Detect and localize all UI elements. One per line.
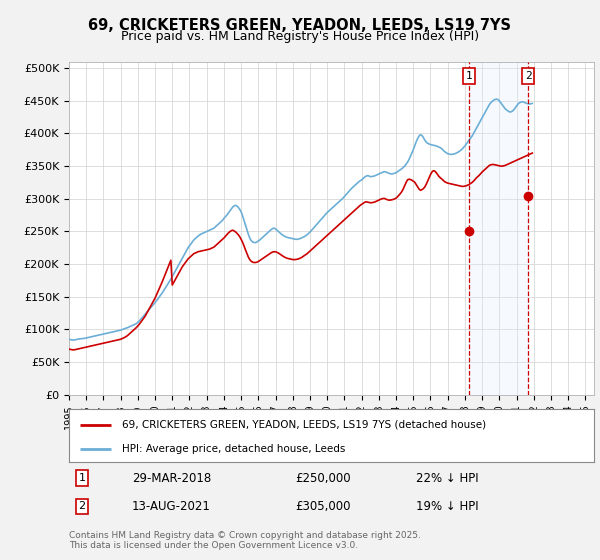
Text: Price paid vs. HM Land Registry's House Price Index (HPI): Price paid vs. HM Land Registry's House … [121,30,479,43]
Text: 2: 2 [524,71,532,81]
Text: 2: 2 [79,501,86,511]
Text: 22% ↓ HPI: 22% ↓ HPI [415,472,478,484]
Text: 19% ↓ HPI: 19% ↓ HPI [415,500,478,513]
Text: 69, CRICKETERS GREEN, YEADON, LEEDS, LS19 7YS (detached house): 69, CRICKETERS GREEN, YEADON, LEEDS, LS1… [121,420,485,430]
Text: £305,000: £305,000 [295,500,350,513]
Bar [469,62,528,395]
Text: 1: 1 [466,71,473,81]
Text: Contains HM Land Registry data © Crown copyright and database right 2025.
This d: Contains HM Land Registry data © Crown c… [69,531,421,550]
Text: 13-AUG-2021: 13-AUG-2021 [132,500,211,513]
Text: HPI: Average price, detached house, Leeds: HPI: Average price, detached house, Leed… [121,444,345,454]
Text: 69, CRICKETERS GREEN, YEADON, LEEDS, LS19 7YS: 69, CRICKETERS GREEN, YEADON, LEEDS, LS1… [89,18,511,33]
Text: £250,000: £250,000 [295,472,350,484]
Text: 29-MAR-2018: 29-MAR-2018 [132,472,211,484]
Text: 1: 1 [79,473,86,483]
